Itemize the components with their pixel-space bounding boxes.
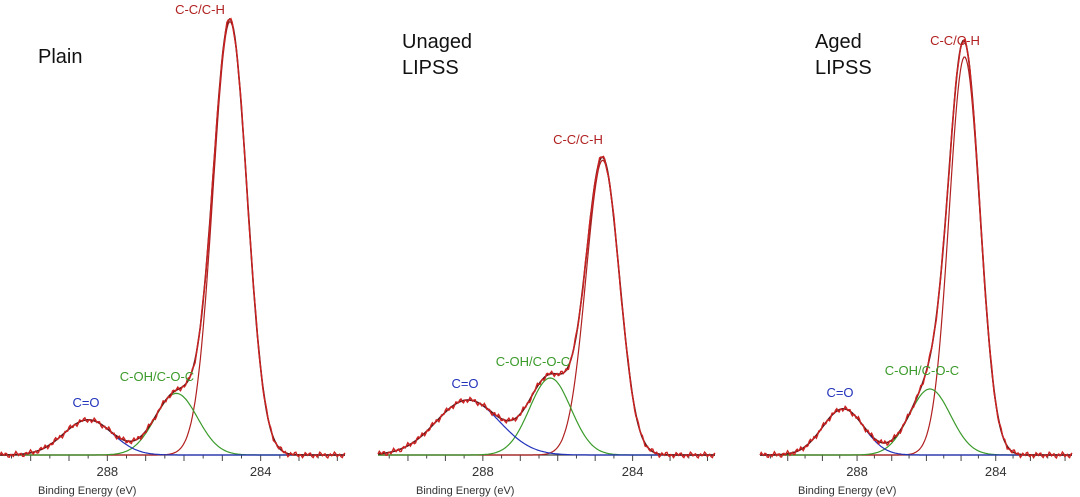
component-curve-c-c [760,56,1072,456]
x-axis-title: Binding Energy (eV) [416,485,514,497]
peak-label-c-c: C-C/C-H [175,2,225,17]
peak-label-c-o: C=O [826,385,853,400]
component-curve-c-o [0,419,345,456]
x-axis-title: Binding Energy (eV) [38,485,136,497]
component-curve-c-c [378,159,715,456]
component-curve-c-oh [0,392,345,456]
x-tick-label: 284 [622,464,644,479]
envelope-fit-curve [377,156,715,456]
peak-label-c-o: C=O [451,376,478,391]
chart-panel: Unaged LIPSS 288 284 Binding Energy (eV) C-C/… [377,31,716,497]
panel-title-line: LIPSS [402,57,459,79]
component-curve-c-o [377,399,715,456]
chart-panel: Aged LIPSS 288 284 Binding Energy (eV) C-C/C-… [759,31,1073,497]
envelope-data-curve [759,38,1073,460]
x-tick-label: 288 [96,464,118,479]
panel-title: Aged LIPSS [815,31,872,79]
component-curve-c-o [760,408,1072,456]
x-tick-label: 288 [472,464,494,479]
peak-label-c-oh: C-OH/C-O-C [885,363,959,378]
peak-label-c-oh: C-OH/C-O-C [120,369,194,384]
peak-label-c-o: C=O [72,395,99,410]
x-tick-label: 288 [846,464,868,479]
panel-title: Unaged LIPSS [402,31,472,79]
envelope-fit-curve [760,39,1072,456]
peak-label-c-c: C-C/C-H [553,132,603,147]
panel-title-line: Plain [38,46,82,68]
x-tick-label: 284 [250,464,272,479]
envelope-data-curve [377,155,716,460]
component-curve-c-c [0,20,345,456]
peak-label-c-c: C-C/C-H [930,33,980,48]
x-tick-label: 284 [985,464,1007,479]
component-curve-c-oh [378,377,715,456]
panel-title-line: Unaged [402,31,472,53]
envelope-fit-curve [0,18,345,456]
panel-title: Plain [38,46,82,68]
peak-label-c-oh: C-OH/C-O-C [496,354,570,369]
panel-title-line: Aged [815,31,862,53]
x-axis-title: Binding Energy (eV) [798,485,896,497]
chart-panel: Plain 288 284 Binding Energy (eV) C-C/C-H C-O… [0,2,346,497]
panel-title-line: LIPSS [815,57,872,79]
envelope-data-curve [0,17,346,460]
